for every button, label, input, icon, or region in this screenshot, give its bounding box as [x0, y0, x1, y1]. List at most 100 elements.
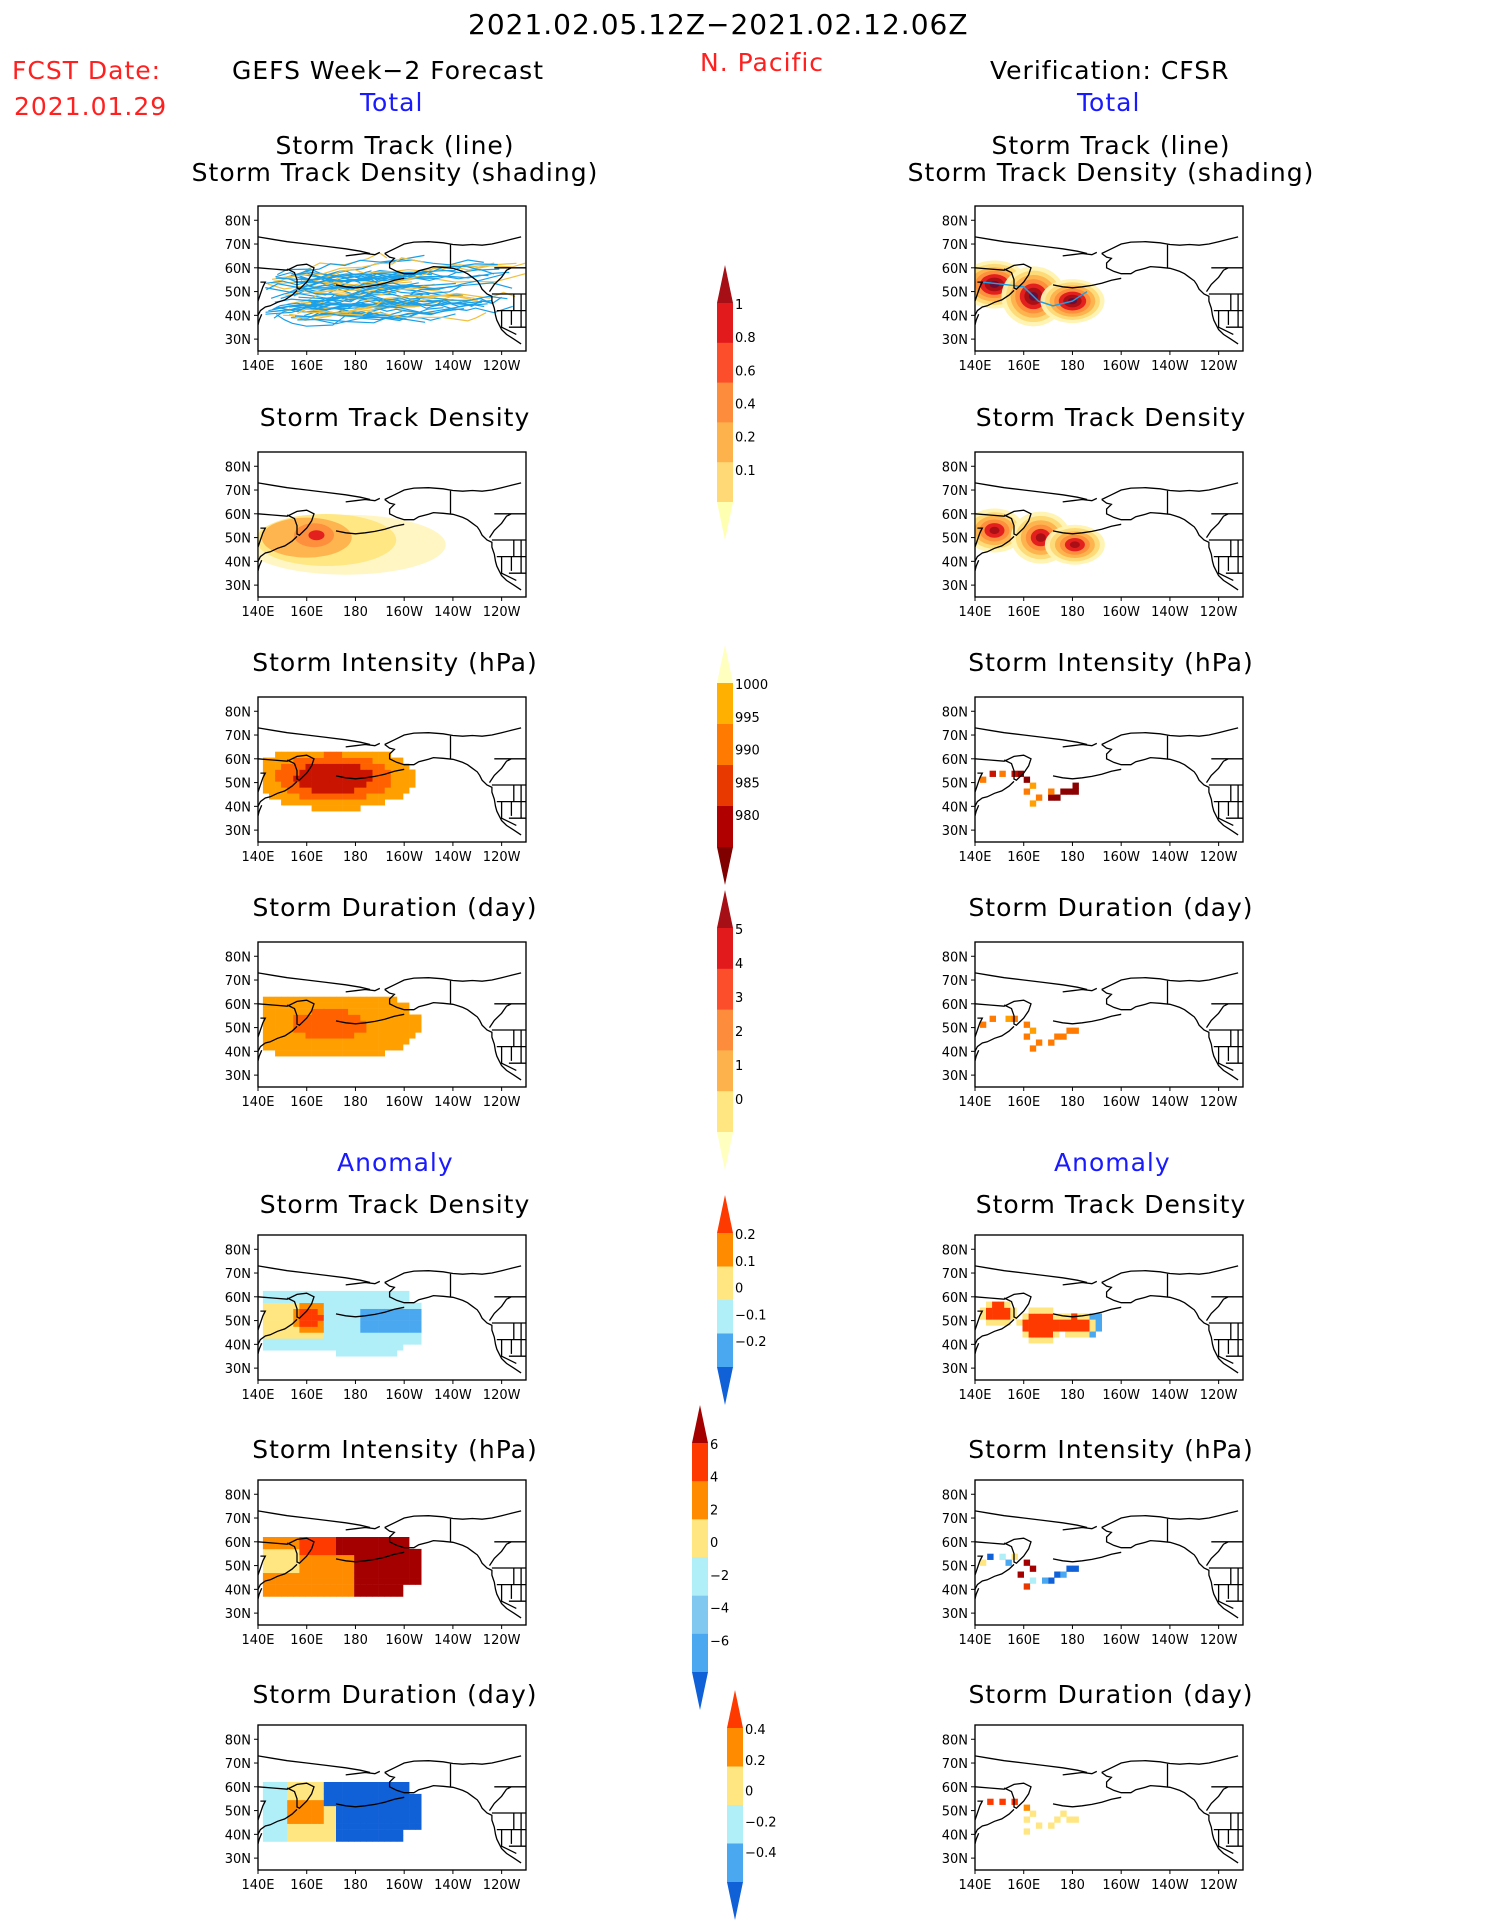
grid-cell — [366, 1817, 373, 1824]
colorbar-segment — [717, 462, 733, 503]
grid-cell — [269, 1584, 276, 1591]
grid-cell — [354, 1811, 361, 1819]
coastline — [384, 972, 522, 991]
grid-cell — [262, 1817, 270, 1824]
grid-cell — [348, 1308, 355, 1315]
lat-tick-label: 50N — [942, 532, 968, 547]
grid-cell — [1072, 782, 1079, 789]
grid-cell — [390, 769, 398, 776]
colorbar-segment — [692, 1443, 708, 1482]
grid-cell — [305, 1026, 312, 1033]
grid-cell — [287, 751, 294, 758]
grid-cell — [269, 1338, 276, 1345]
grid-cell — [396, 1326, 404, 1333]
grid-cell — [378, 1823, 385, 1830]
grid-cell — [360, 1038, 367, 1045]
grid-cell — [384, 1314, 392, 1321]
grid-cell — [299, 1799, 306, 1807]
lon-tick-label: 120W — [1200, 1878, 1238, 1893]
grid-cell — [305, 1805, 312, 1813]
grid-cell — [384, 1338, 392, 1345]
grid-cell — [311, 1572, 318, 1579]
lon-tick-label: 120W — [483, 359, 521, 374]
lat-tick-label: 60N — [225, 998, 251, 1013]
grid-cell — [415, 1014, 422, 1021]
grid-cell — [378, 1350, 385, 1357]
grid-cell — [415, 1314, 422, 1321]
coastline — [384, 1281, 522, 1374]
grid-cell — [287, 1572, 294, 1579]
storm-track-line — [276, 312, 350, 327]
grid-cell — [987, 1553, 994, 1560]
lon-tick-label: 140E — [241, 1388, 274, 1403]
grid-cell — [390, 781, 398, 788]
coastline — [1062, 742, 1098, 748]
density-blob — [308, 530, 325, 541]
grid-cell — [378, 1320, 385, 1327]
grid-cell — [311, 1314, 318, 1321]
grid-cell — [287, 775, 294, 782]
grid-cell — [336, 1560, 343, 1568]
colorbar-anom-density: 0.20.10−0.1−0.2 — [717, 1195, 767, 1405]
grid-cell — [348, 1793, 355, 1801]
grid-cell — [323, 1543, 331, 1550]
lat-tick-label: 80N — [942, 950, 968, 965]
grid-cell — [1035, 1822, 1043, 1829]
grid-cell — [390, 1560, 398, 1568]
grid-cell — [311, 1584, 318, 1591]
grid-cell — [384, 1320, 392, 1327]
grid-cell — [323, 1014, 331, 1021]
grid-cell — [293, 1326, 300, 1333]
coastline — [1205, 758, 1229, 783]
colorbar-segment — [717, 382, 733, 423]
grid-cell — [366, 1572, 373, 1579]
grid-cell — [281, 1344, 288, 1351]
grid-cell — [1040, 1331, 1048, 1338]
grid-cell — [396, 1014, 404, 1021]
lon-tick-label: 180 — [1060, 1095, 1085, 1110]
grid-cell — [323, 1835, 331, 1842]
grid-cell — [275, 1344, 282, 1351]
lat-tick-label: 50N — [942, 1805, 968, 1820]
lat-tick-label: 70N — [225, 1267, 251, 1282]
grid-cell — [329, 1002, 337, 1009]
grid-cell — [305, 1811, 312, 1819]
coastline — [258, 780, 298, 807]
grid-cell — [1046, 1337, 1054, 1344]
grid-cell — [366, 1050, 373, 1057]
grid-cell — [336, 1823, 343, 1830]
coastline — [335, 768, 405, 780]
grid-cell — [336, 781, 343, 788]
grid-cell — [403, 1026, 410, 1033]
grid-cell — [354, 1008, 361, 1015]
grid-cell — [348, 757, 355, 764]
grid-cell — [311, 1014, 318, 1021]
grid-cell — [269, 1320, 276, 1327]
grid-cell — [348, 1537, 355, 1544]
grid-cell — [317, 1543, 325, 1550]
grid-cell — [305, 1799, 312, 1807]
grid-cell — [378, 775, 385, 782]
coastline — [258, 754, 315, 781]
grid-cell — [390, 1026, 398, 1033]
grid-cell — [348, 793, 355, 800]
grid-cell — [336, 1799, 343, 1807]
grid-cell — [1066, 1027, 1073, 1034]
grid-cell — [323, 1554, 331, 1562]
grid-cell — [329, 1338, 337, 1345]
grid-cell — [317, 1793, 325, 1801]
grid-cell — [262, 1811, 270, 1819]
coastline — [1217, 1046, 1234, 1071]
coastline — [1062, 1525, 1098, 1531]
coastline — [488, 1003, 512, 1028]
grid-cell — [311, 805, 318, 812]
colorbar-label: −4 — [710, 1602, 729, 1617]
lon-tick-label: 180 — [343, 359, 368, 374]
grid-cell — [262, 1566, 270, 1574]
grid-cell — [323, 1332, 331, 1339]
grid-cell — [378, 1793, 385, 1801]
grid-cell — [275, 1308, 282, 1315]
grid-cell — [378, 1038, 385, 1045]
grid-cell — [281, 1308, 288, 1315]
colorbar-label: 995 — [735, 711, 760, 726]
